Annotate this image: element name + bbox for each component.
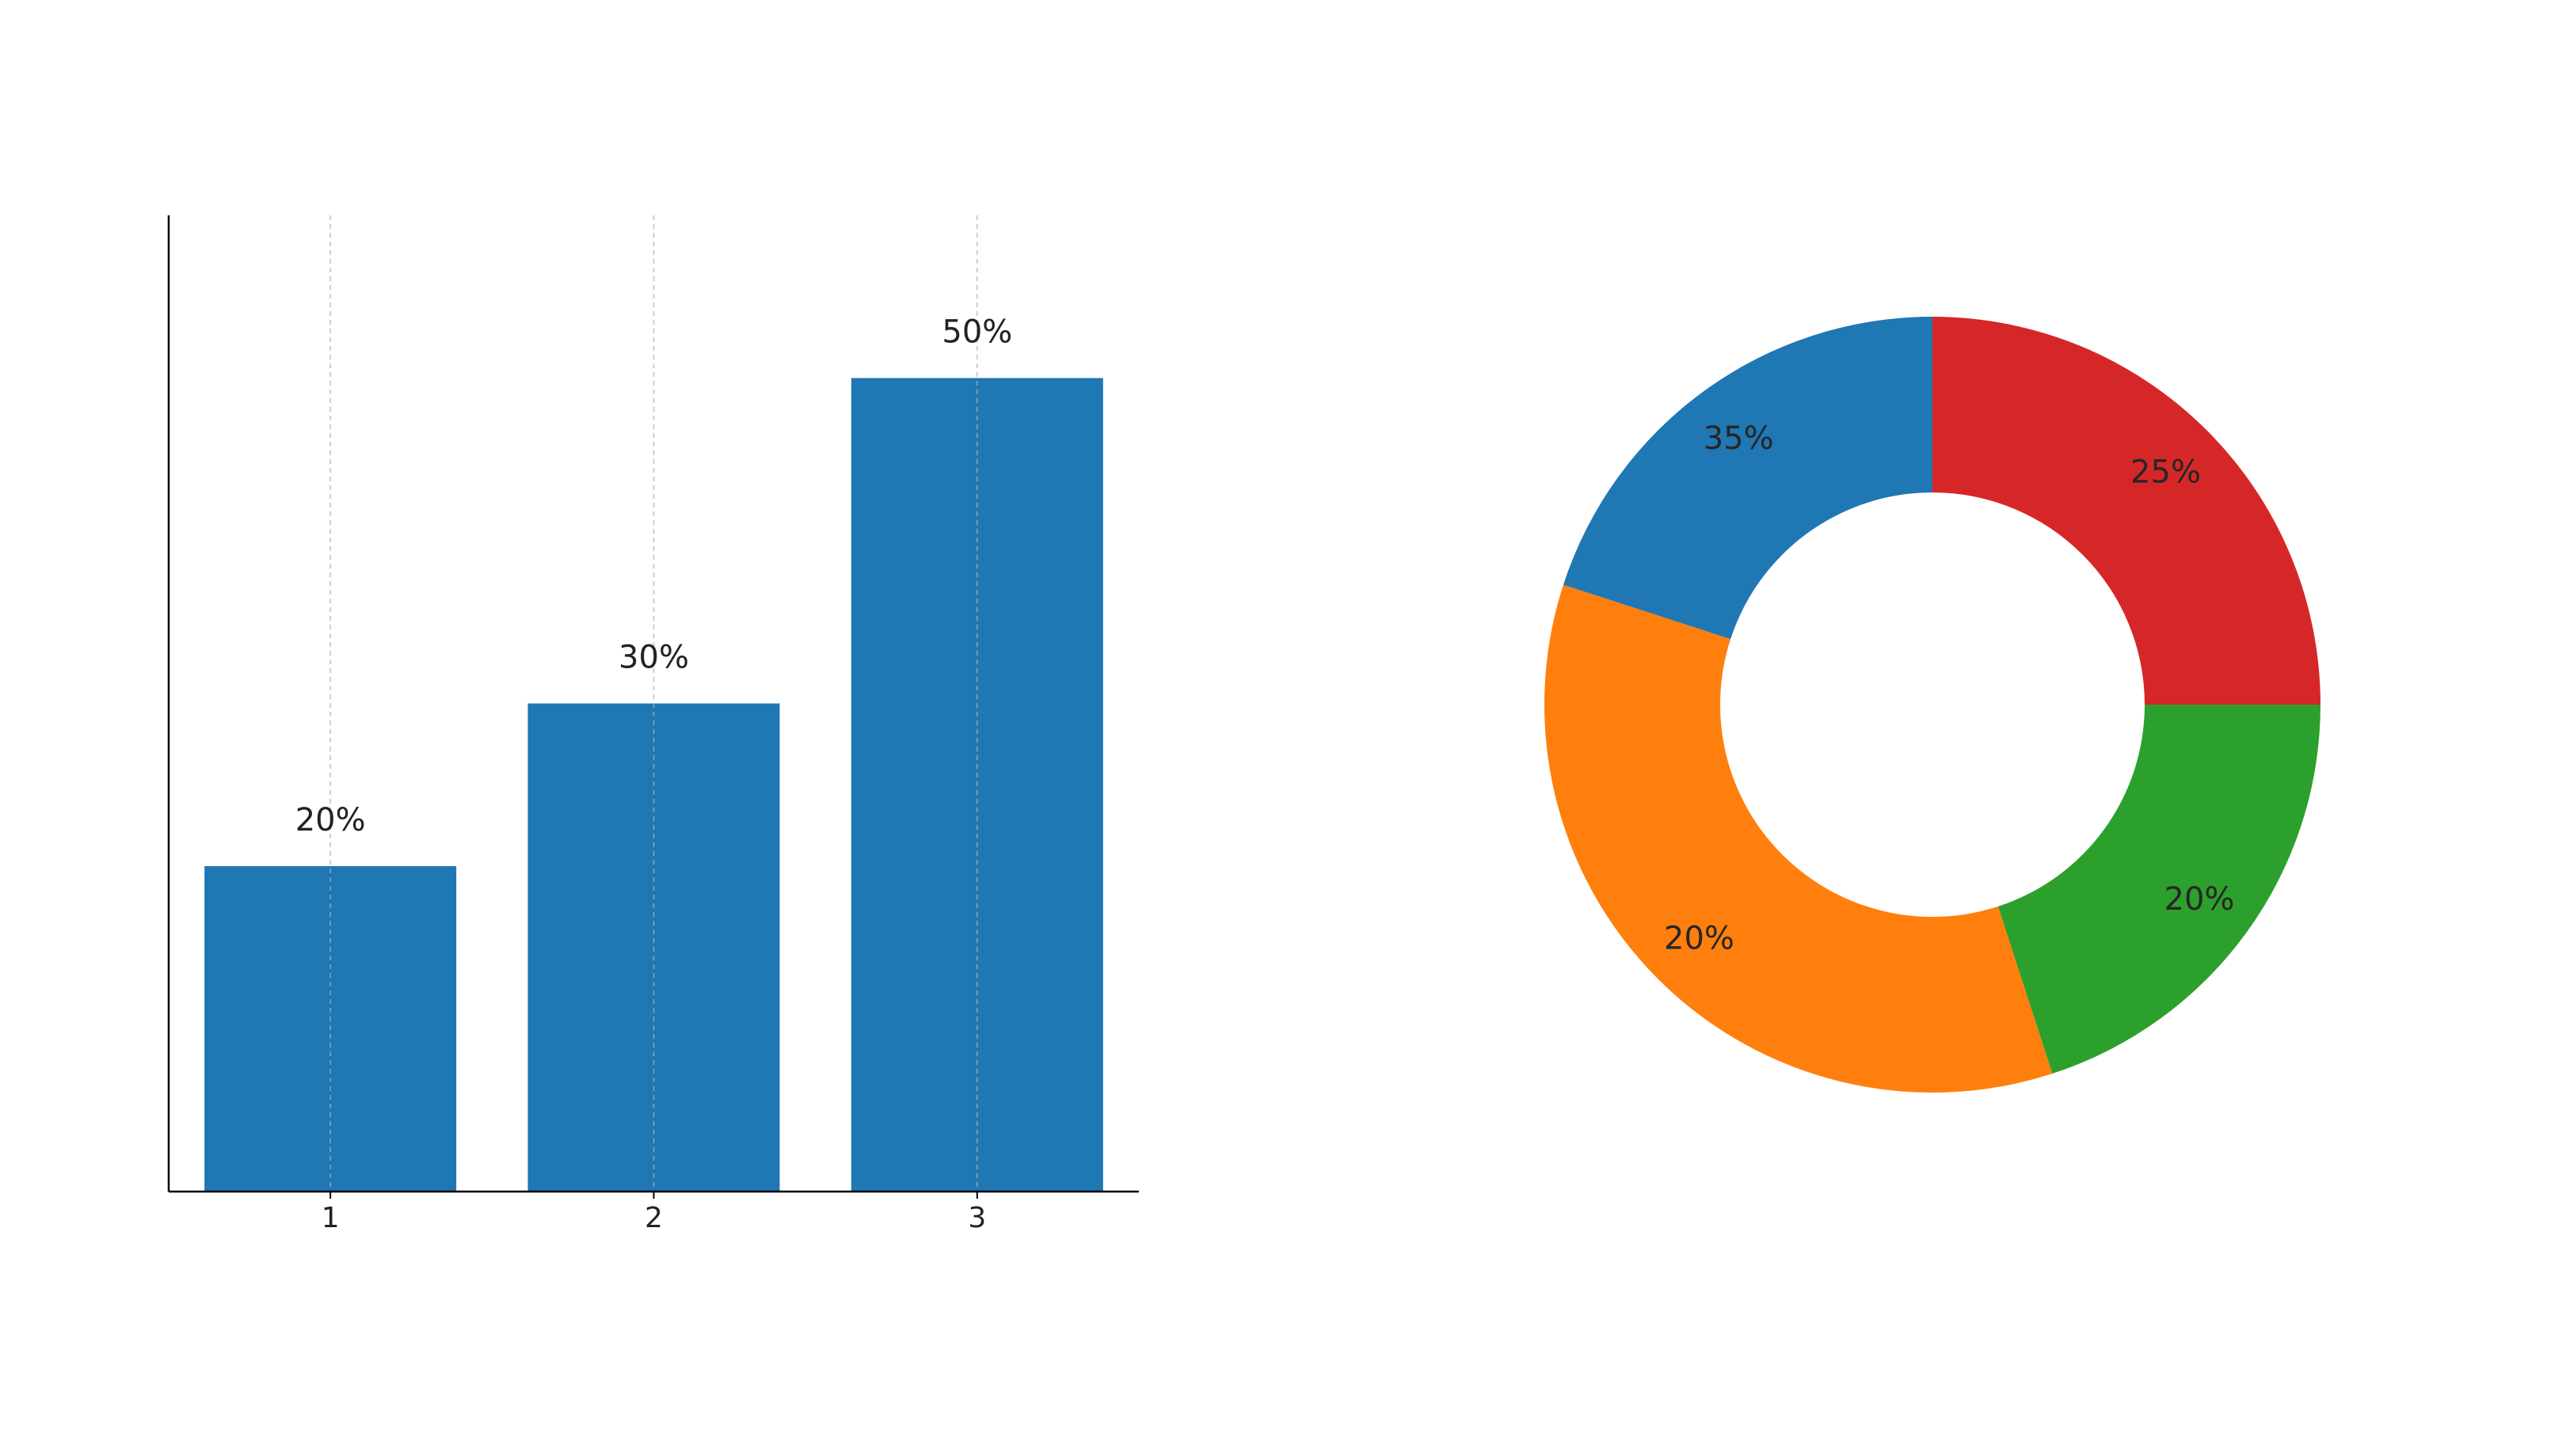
x-tick-label-3: 3 — [968, 1202, 986, 1234]
donut-slice-3 — [1544, 584, 2053, 1093]
donut-slice-4 — [1563, 317, 1932, 640]
donut-slice-2 — [1997, 705, 2320, 1074]
bar-value-label-3: 50% — [942, 314, 1012, 351]
donut-slice-label-2: 20% — [2164, 881, 2235, 918]
donut-slice-1 — [1932, 317, 2320, 705]
donut-slice-label-1: 25% — [2130, 454, 2201, 490]
x-tick-label-2: 2 — [645, 1202, 663, 1234]
donut-slice-label-3: 20% — [1664, 921, 1734, 957]
x-tick-label-1: 1 — [322, 1202, 340, 1234]
bar-value-label-1: 20% — [295, 802, 366, 838]
bar-value-label-2: 30% — [619, 640, 689, 676]
donut-slice-label-4: 35% — [1704, 420, 1774, 457]
donut-chart: 25% 20% 20% 35% — [1544, 317, 2320, 1093]
bar-chart: 1 20% 2 30% 3 50% — [167, 215, 1139, 1234]
